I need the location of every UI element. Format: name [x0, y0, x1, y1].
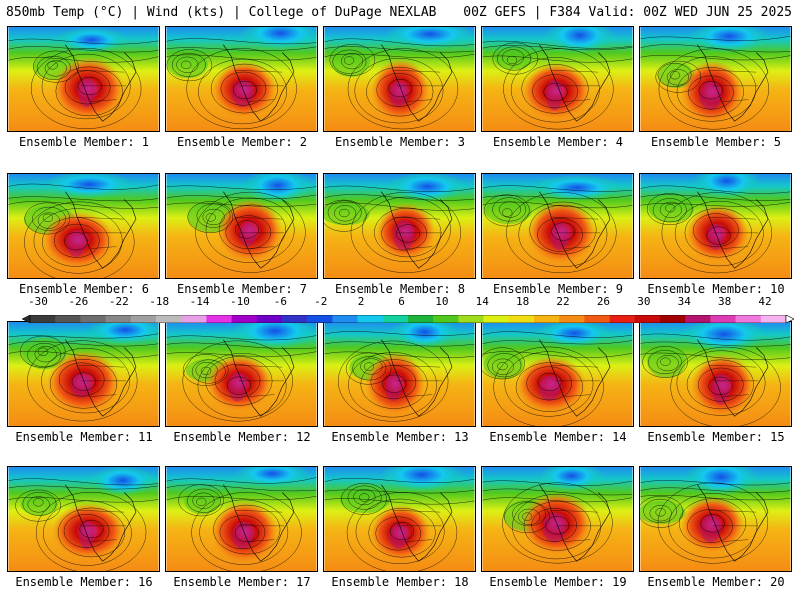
colorbar-segment — [458, 315, 484, 323]
colorbar-segment — [559, 315, 585, 323]
ensemble-map-panel[interactable] — [639, 466, 792, 572]
ensemble-map-panel[interactable] — [165, 26, 318, 132]
colorbar-segment — [760, 315, 787, 323]
colorbar-min-arrow — [21, 314, 31, 324]
ensemble-map-panel[interactable] — [7, 321, 160, 427]
colorbar-segment — [685, 315, 711, 323]
ensemble-map-panel[interactable] — [481, 173, 634, 279]
ensemble-member-label: Ensemble Member: 17 — [173, 575, 311, 589]
colorbar-segment — [584, 315, 610, 323]
ensemble-member-label: Ensemble Member: 4 — [492, 135, 624, 149]
ensemble-member-label: Ensemble Member: 2 — [176, 135, 308, 149]
colorbar-segment — [307, 315, 333, 323]
ensemble-map-panel[interactable] — [7, 26, 160, 132]
ensemble-map-panel[interactable] — [323, 173, 476, 279]
map-title: 850mb Temp (°C) | Wind (kts) | College o… — [6, 5, 437, 20]
ensemble-member-label: Ensemble Member: 20 — [647, 575, 785, 589]
colorbar-tick: -6 — [273, 295, 287, 308]
colorbar-segment — [508, 315, 535, 323]
ensemble-member-label: Ensemble Member: 7 — [176, 282, 308, 296]
colorbar-tick: -14 — [189, 295, 210, 308]
colorbar-tick: 6 — [398, 295, 405, 308]
colorbar-tick: 26 — [596, 295, 611, 308]
colorbar-segment — [483, 315, 510, 323]
colorbar-tick: 18 — [516, 295, 530, 308]
colorbar-segment — [181, 315, 207, 323]
colorbar-segment — [735, 315, 762, 323]
colorbar-tick: 14 — [475, 295, 489, 308]
ensemble-map-panel[interactable] — [7, 466, 160, 572]
colorbar-tick: -26 — [68, 295, 89, 308]
colorbar-segment — [130, 315, 157, 323]
ensemble-map-panel[interactable] — [165, 173, 318, 279]
ensemble-map-panel[interactable] — [7, 173, 160, 279]
colorbar-tick: 22 — [556, 295, 570, 308]
ensemble-member-label: Ensemble Member: 14 — [489, 430, 627, 444]
colorbar-segment — [660, 315, 686, 323]
colorbar-tick: -18 — [149, 295, 170, 308]
colorbar-tick: 38 — [717, 295, 732, 308]
model-valid-time: 00Z GEFS | F384 Valid: 00Z WED JUN 25 20… — [463, 5, 792, 20]
ensemble-map-panel[interactable] — [481, 321, 634, 427]
colorbar-segment — [231, 315, 258, 323]
colorbar-tick: 2 — [357, 295, 365, 308]
colorbar-tick: -22 — [108, 295, 129, 308]
ensemble-map-panel[interactable] — [165, 466, 318, 572]
ensemble-member-label: Ensemble Member: 3 — [334, 135, 466, 149]
ensemble-member-label: Ensemble Member: 5 — [650, 135, 782, 149]
colorbar-tick: 34 — [677, 295, 691, 308]
ensemble-member-label: Ensemble Member: 10 — [647, 282, 785, 296]
temperature-colorbar — [21, 308, 795, 327]
colorbar-segment — [534, 315, 560, 323]
colorbar-segment — [156, 315, 182, 323]
colorbar-segment — [80, 315, 106, 323]
colorbar-max-arrow — [785, 314, 795, 324]
colorbar-segment — [710, 315, 736, 323]
ensemble-map-panel[interactable] — [481, 466, 634, 572]
colorbar-segment — [30, 315, 56, 323]
ensemble-map-panel[interactable] — [481, 26, 634, 132]
colorbar-tick: -10 — [230, 295, 250, 308]
colorbar-tick: 10 — [435, 295, 449, 308]
colorbar-segment — [105, 315, 132, 323]
ensemble-member-label: Ensemble Member: 13 — [331, 430, 469, 444]
ensemble-member-label: Ensemble Member: 11 — [15, 430, 153, 444]
colorbar-tick: 42 — [758, 295, 772, 308]
ensemble-member-label: Ensemble Member: 12 — [173, 430, 311, 444]
ensemble-member-label: Ensemble Member: 1 — [18, 135, 150, 149]
ensemble-member-label: Ensemble Member: 15 — [647, 430, 785, 444]
ensemble-member-label: Ensemble Member: 8 — [334, 282, 466, 296]
colorbar-segment — [382, 315, 409, 323]
ensemble-map-panel[interactable] — [323, 26, 476, 132]
ensemble-member-label: Ensemble Member: 9 — [492, 282, 624, 296]
colorbar-segment — [282, 315, 308, 323]
ensemble-map-panel[interactable] — [639, 173, 792, 279]
colorbar-segment — [206, 315, 232, 323]
ensemble-member-label: Ensemble Member: 18 — [331, 575, 469, 589]
colorbar-tick: -30 — [28, 295, 48, 308]
colorbar-segment — [634, 315, 661, 323]
colorbar-segment — [332, 315, 358, 323]
colorbar-tick: -2 — [314, 295, 328, 308]
colorbar-segment — [609, 315, 636, 323]
ensemble-member-label: Ensemble Member: 19 — [489, 575, 627, 589]
ensemble-member-label: Ensemble Member: 6 — [18, 282, 150, 296]
ensemble-map-panel[interactable] — [165, 321, 318, 427]
colorbar-segment — [55, 315, 81, 323]
colorbar-segment — [357, 315, 384, 323]
ensemble-map-panel[interactable] — [639, 26, 792, 132]
colorbar-segment — [433, 315, 459, 323]
colorbar-tick: 30 — [637, 295, 651, 308]
ensemble-member-label: Ensemble Member: 16 — [15, 575, 153, 589]
ensemble-map-panel[interactable] — [323, 466, 476, 572]
colorbar-segment — [256, 315, 283, 323]
ensemble-map-panel[interactable] — [639, 321, 792, 427]
colorbar-segment — [408, 315, 434, 323]
ensemble-map-panel[interactable] — [323, 321, 476, 427]
